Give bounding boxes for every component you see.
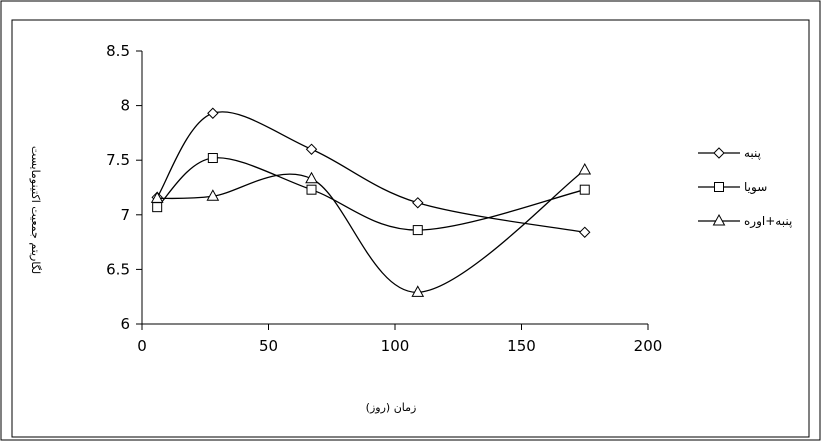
series-line	[156, 157, 585, 231]
chart-frame	[11, 19, 810, 438]
x-tick-label: 50	[259, 337, 278, 355]
x-tick-label: 150	[507, 337, 536, 355]
y-tick-label: 7.5	[106, 151, 130, 169]
legend-item: سویا	[698, 180, 767, 195]
data-point-square	[412, 225, 423, 236]
legend-marker-triangle	[712, 213, 726, 226]
data-point-diamond	[305, 143, 318, 155]
legend-item: پنبه	[698, 146, 761, 160]
data-point-triangle	[206, 189, 220, 201]
legend-label: پنبه+اوره	[744, 214, 792, 229]
data-point-square	[306, 184, 317, 195]
legend-label: سویا	[744, 180, 767, 195]
data-point-diamond	[579, 226, 591, 238]
legend: پنبه سویا پنبه+اوره	[698, 146, 792, 229]
y-tick-label: 6.5	[106, 260, 130, 278]
series-layer	[150, 107, 592, 297]
series-triangle	[150, 162, 592, 297]
data-point-diamond	[412, 197, 424, 209]
axes: 6 6.5 7 7.5 8 8.5 0 50 100 150 200	[106, 42, 662, 355]
x-axis-label: زمان (روز)	[366, 401, 417, 414]
data-point-triangle	[150, 191, 164, 203]
legend-marker-square	[714, 182, 724, 192]
y-tick-label: 8.5	[106, 42, 130, 60]
x-tick-label: 100	[381, 337, 410, 355]
data-point-diamond	[207, 107, 219, 119]
data-point-triangle	[578, 162, 592, 175]
y-axis-label: لگاریتم جمعیت اکتینومایست	[29, 146, 42, 274]
legend-item: پنبه+اوره	[698, 213, 792, 229]
data-point-square	[207, 153, 218, 164]
data-point-triangle	[305, 171, 318, 184]
legend-label: پنبه	[744, 146, 761, 160]
x-tick-label: 200	[634, 337, 663, 355]
legend-marker-diamond	[713, 147, 725, 159]
data-point-square	[579, 184, 590, 195]
data-point-triangle	[411, 285, 425, 297]
y-tick-label: 8	[120, 97, 130, 115]
y-tick-label: 6	[120, 315, 130, 333]
data-point-square	[152, 202, 163, 213]
x-tick-label: 0	[137, 337, 147, 355]
y-tick-label: 7	[120, 206, 130, 224]
